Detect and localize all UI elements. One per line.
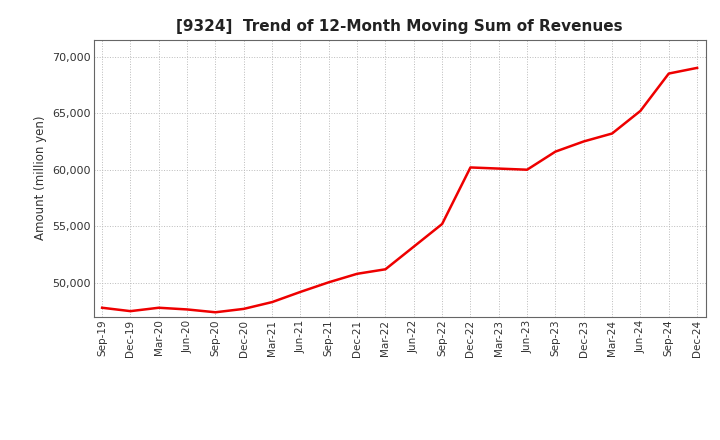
Title: [9324]  Trend of 12-Month Moving Sum of Revenues: [9324] Trend of 12-Month Moving Sum of R…: [176, 19, 623, 34]
Y-axis label: Amount (million yen): Amount (million yen): [34, 116, 47, 240]
